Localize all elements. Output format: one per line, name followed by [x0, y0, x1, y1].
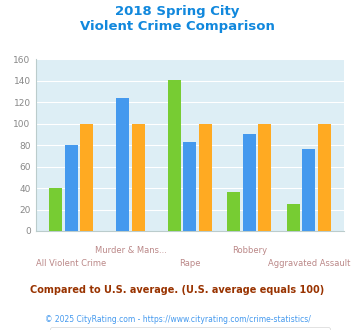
Text: Violent Crime Comparison: Violent Crime Comparison: [80, 20, 275, 33]
Bar: [287, 204, 300, 231]
Bar: [227, 192, 240, 231]
Legend: Spring City, Pennsylvania, National: Spring City, Pennsylvania, National: [50, 327, 330, 330]
Text: © 2025 CityRating.com - https://www.cityrating.com/crime-statistics/: © 2025 CityRating.com - https://www.city…: [45, 315, 310, 324]
Bar: [243, 134, 256, 231]
Text: Murder & Mans...: Murder & Mans...: [94, 246, 166, 255]
Text: Compared to U.S. average. (U.S. average equals 100): Compared to U.S. average. (U.S. average …: [31, 285, 324, 295]
Bar: [116, 98, 129, 231]
Bar: [318, 124, 331, 231]
Bar: [302, 149, 315, 231]
Text: All Violent Crime: All Violent Crime: [36, 259, 106, 268]
Bar: [258, 124, 271, 231]
Bar: [184, 142, 196, 231]
Text: 2018 Spring City: 2018 Spring City: [115, 5, 240, 18]
Bar: [80, 124, 93, 231]
Bar: [65, 145, 78, 231]
Text: Robbery: Robbery: [232, 246, 267, 255]
Text: Aggravated Assault: Aggravated Assault: [268, 259, 350, 268]
Bar: [168, 80, 181, 231]
Bar: [132, 124, 145, 231]
Text: Rape: Rape: [179, 259, 201, 268]
Bar: [199, 124, 212, 231]
Bar: [49, 188, 62, 231]
